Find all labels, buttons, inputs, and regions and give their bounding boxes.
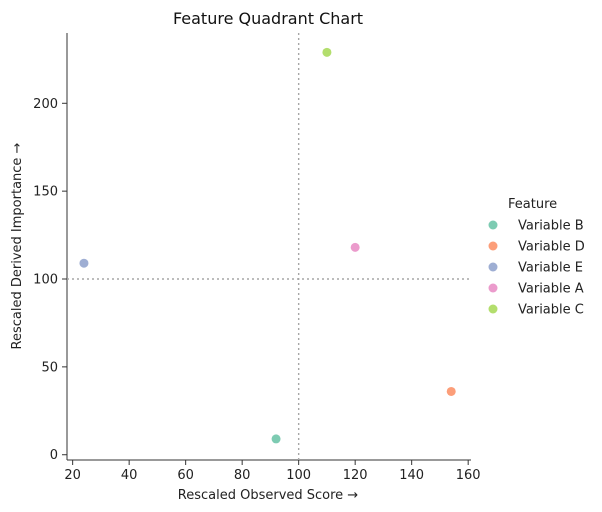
x-tick-label: 140 xyxy=(399,468,424,483)
y-axis-title: Rescaled Derived Importance → xyxy=(10,142,25,349)
y-tick-label: 100 xyxy=(33,273,58,288)
data-point xyxy=(350,242,360,252)
chart-title: Feature Quadrant Chart xyxy=(173,9,363,28)
legend-label: Variable E xyxy=(518,261,583,276)
legend-title: Feature xyxy=(508,197,557,212)
x-axis-title: Rescaled Observed Score → xyxy=(178,488,359,503)
y-tick-label: 200 xyxy=(33,97,58,112)
legend-label: Variable C xyxy=(518,303,584,318)
legend-label: Variable A xyxy=(518,282,584,297)
x-tick-label: 120 xyxy=(343,468,368,483)
x-tick-label: 80 xyxy=(234,468,251,483)
x-tick-label: 100 xyxy=(286,468,311,483)
legend-marker xyxy=(488,304,498,314)
data-point xyxy=(271,434,281,444)
data-point xyxy=(446,386,456,396)
legend-marker xyxy=(488,241,498,251)
y-tick-label: 150 xyxy=(33,185,58,200)
x-tick-label: 60 xyxy=(177,468,194,483)
data-point xyxy=(322,47,332,57)
legend: Feature Variable B Variable D Variable E Va… xyxy=(488,197,585,318)
plot-area: 20 40 60 80 100 120 140 160 0 50 100 150 200 xyxy=(33,33,481,483)
legend-marker xyxy=(488,262,498,272)
y-tick-label: 0 xyxy=(50,448,58,463)
legend-label: Variable B xyxy=(518,219,584,234)
x-tick-label: 20 xyxy=(64,468,81,483)
x-tick-label: 40 xyxy=(121,468,138,483)
x-tick-label: 160 xyxy=(456,468,481,483)
data-point xyxy=(79,258,89,268)
legend-label: Variable D xyxy=(518,240,585,255)
y-tick-label: 50 xyxy=(41,360,58,375)
legend-marker xyxy=(488,220,498,230)
legend-marker xyxy=(488,283,498,293)
